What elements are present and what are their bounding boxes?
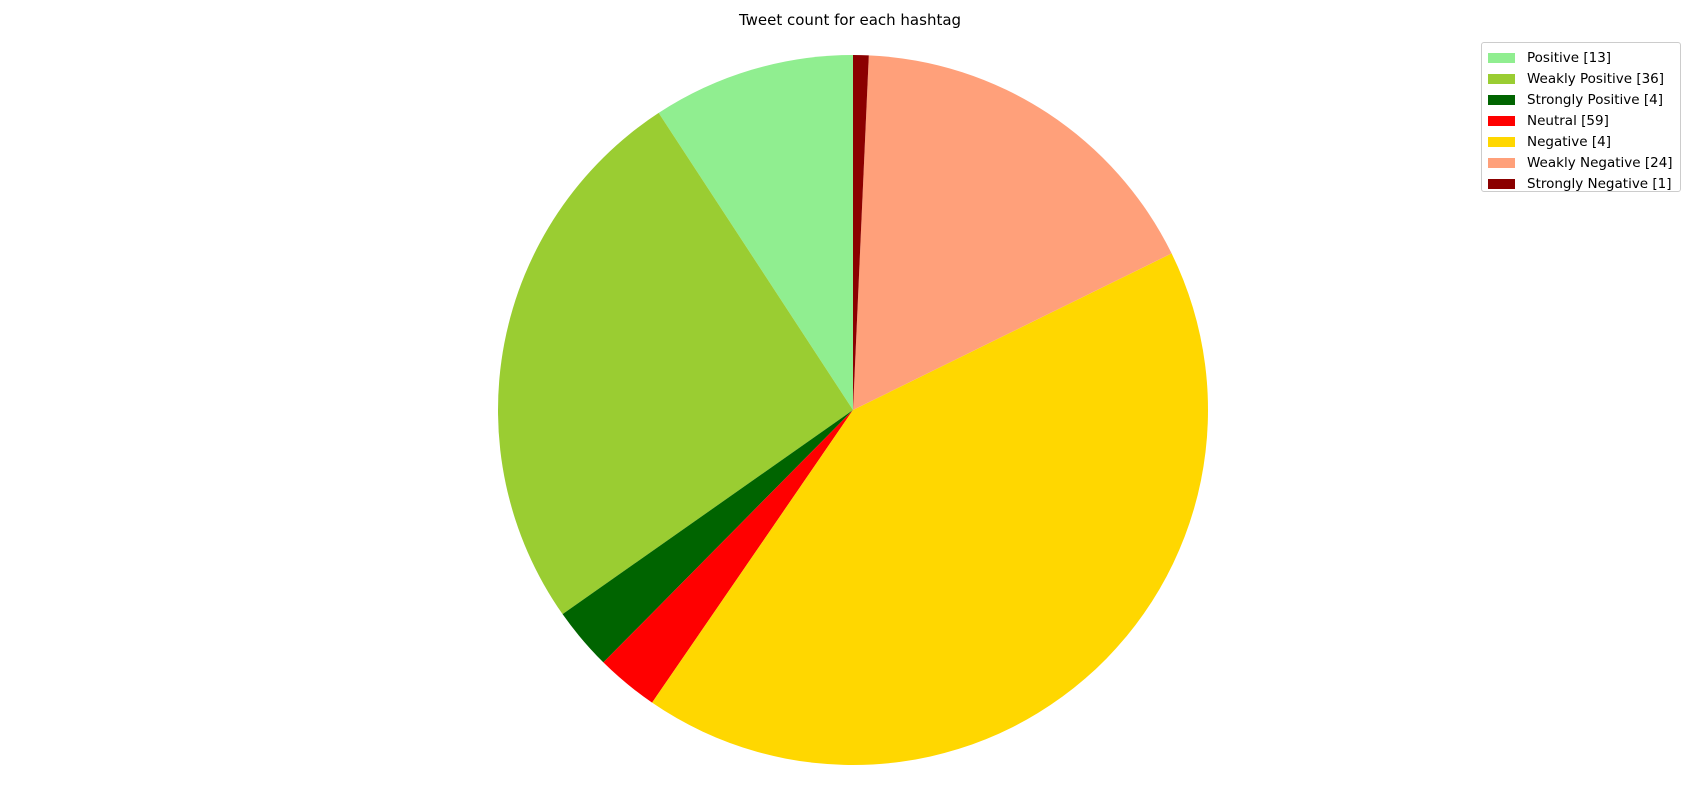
legend-item: Positive [13]: [1488, 47, 1674, 68]
legend-swatch: [1488, 52, 1515, 63]
legend-label: Neutral [59]: [1527, 112, 1609, 129]
pie-slices: [498, 54, 1209, 766]
pie-slice: [853, 54, 869, 410]
legend: Positive [13] Weakly Positive [36] Stron…: [1481, 42, 1681, 192]
pie-slice: [498, 112, 853, 615]
legend-label: Weakly Positive [36]: [1527, 70, 1665, 87]
legend-item: Strongly Negative [1]: [1488, 173, 1674, 194]
chart-title: Tweet count for each hashtag: [738, 11, 962, 29]
pie-slice: [658, 55, 853, 410]
legend-swatch: [1488, 178, 1515, 189]
legend-item: Weakly Negative [24]: [1488, 152, 1674, 173]
legend-swatch: [1488, 157, 1515, 168]
legend-label: Weakly Negative [24]: [1527, 154, 1673, 171]
pie-slice: [853, 55, 1172, 410]
legend-item: Strongly Positive [4]: [1488, 89, 1674, 110]
legend-item: Weakly Positive [36]: [1488, 68, 1674, 89]
pie-slice: [562, 410, 853, 663]
legend-swatch: [1488, 115, 1515, 126]
legend-swatch: [1488, 136, 1515, 147]
legend-label: Strongly Positive [4]: [1527, 91, 1663, 108]
legend-item: Neutral [59]: [1488, 110, 1674, 131]
pie-slice: [652, 253, 1209, 766]
pie-slice: [603, 410, 853, 703]
legend-item: Negative [4]: [1488, 131, 1674, 152]
legend-swatch: [1488, 94, 1515, 105]
legend-label: Strongly Negative [1]: [1527, 175, 1672, 192]
legend-swatch: [1488, 73, 1515, 84]
legend-label: Negative [4]: [1527, 133, 1611, 150]
legend-label: Positive [13]: [1527, 49, 1612, 66]
